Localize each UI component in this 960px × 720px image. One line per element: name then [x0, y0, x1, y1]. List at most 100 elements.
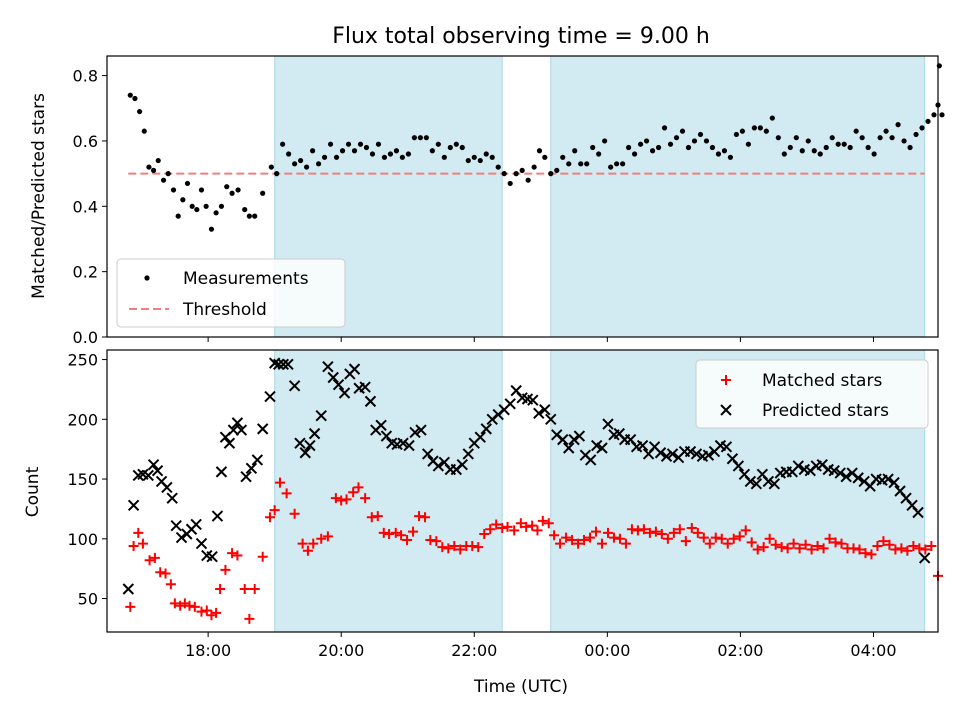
measurement-point	[160, 177, 167, 183]
matched-star-point	[866, 549, 877, 560]
measurement-point	[298, 157, 304, 164]
matched-star-point	[686, 523, 697, 534]
matched-star-point	[128, 540, 139, 551]
ratio-y-tick-label: 0.2	[73, 263, 98, 282]
ratio-shaded-interval-2	[550, 55, 926, 338]
matched-star-point	[585, 532, 596, 543]
matched-star-point	[812, 540, 823, 551]
matched-star-point	[532, 525, 543, 536]
measurement-point	[763, 128, 769, 134]
predicted-star-point	[828, 464, 840, 477]
count-y-tick-label: 100	[67, 530, 98, 549]
predicted-star-point	[882, 473, 894, 485]
predicted-star-point	[762, 475, 775, 488]
matched-star-point	[710, 532, 721, 543]
measurement-point	[715, 151, 722, 157]
measurement-point	[447, 144, 453, 151]
count-x-tick-label: 22:00	[451, 641, 497, 660]
measurement-point	[513, 171, 519, 177]
measurement-point	[170, 187, 177, 193]
measurement-point	[913, 131, 919, 138]
matched-star-point	[322, 531, 333, 542]
matched-star-point	[455, 544, 466, 555]
measurement-point	[246, 213, 252, 219]
matched-star-point	[561, 532, 572, 543]
matched-star-point	[614, 533, 625, 544]
legend-threshold-label: Threshold	[182, 300, 267, 320]
measurement-point	[841, 141, 847, 147]
predicted-star-point	[327, 371, 339, 384]
measurement-point	[235, 187, 241, 193]
matched-star-point	[239, 583, 250, 594]
predicted-star-point	[539, 404, 551, 416]
measurement-point	[835, 141, 841, 147]
legend-measurement-marker	[144, 275, 150, 281]
matched-star-point	[215, 583, 226, 594]
predicted-star-point	[190, 518, 202, 531]
matched-star-point	[125, 601, 136, 612]
measurement-point	[560, 154, 566, 160]
ratio-axes-frame	[106, 55, 939, 338]
measurement-point	[381, 154, 388, 160]
matched-star-point	[573, 538, 584, 549]
legend-matched-marker	[721, 375, 731, 385]
matched-star-point	[878, 536, 889, 547]
measurement-point	[554, 167, 560, 173]
predicted-star-point	[215, 466, 228, 478]
measurement-point	[150, 167, 157, 173]
matched-star-point	[189, 601, 200, 612]
measurement-point	[203, 203, 209, 209]
matched-star-point	[249, 583, 260, 594]
measurement-point	[165, 171, 171, 177]
predicted-star-point	[912, 506, 924, 519]
ratio-y-tick-label: 0.8	[73, 67, 98, 86]
predicted-star-point	[545, 413, 557, 426]
matched-star-point	[425, 534, 436, 545]
matched-star-point	[184, 600, 195, 611]
matched-star-point	[302, 545, 313, 556]
predicted-star-point	[504, 398, 516, 410]
matched-star-point	[257, 551, 268, 562]
matched-star-point	[449, 540, 460, 551]
matched-star-point	[473, 542, 484, 553]
measurement-point	[363, 144, 370, 151]
legend-predicted-label: Predicted stars	[762, 401, 889, 421]
matched-star-point	[692, 527, 703, 538]
measurement-point	[229, 190, 235, 196]
ratio-y-tick-label: 0.6	[73, 132, 98, 151]
ratio-data-marks	[127, 63, 945, 232]
matched-star-point	[567, 534, 578, 545]
measurement-point	[184, 180, 191, 187]
matched-star-point	[491, 519, 502, 530]
matched-star-point	[806, 544, 817, 555]
matched-star-point	[698, 532, 709, 543]
measurement-point	[411, 135, 417, 141]
matched-star-point	[330, 493, 341, 504]
matched-star-point	[830, 537, 841, 548]
measurement-point	[596, 151, 602, 157]
measurement-point	[931, 112, 937, 118]
predicted-star-point	[584, 454, 597, 466]
predicted-star-point	[480, 423, 492, 435]
predicted-star-point	[288, 380, 301, 392]
predicted-star-point	[308, 427, 321, 440]
measurement-point	[292, 161, 298, 167]
matched-star-point	[662, 533, 673, 544]
measurement-point	[919, 125, 925, 131]
count-y-tick-label: 250	[67, 351, 98, 370]
measurement-point	[667, 141, 674, 147]
measurement-point	[536, 148, 543, 154]
matched-star-point	[854, 544, 865, 555]
matched-star-point	[408, 526, 419, 537]
matched-star-point	[543, 518, 554, 529]
matched-star-point	[515, 518, 526, 529]
count-y-axis-label: Count	[23, 466, 43, 517]
matched-star-point	[800, 539, 811, 550]
matched-star-point	[656, 529, 667, 540]
measurement-point	[351, 148, 358, 154]
predicted-star-point	[462, 448, 474, 460]
matched-star-point	[133, 527, 144, 538]
matched-star-point	[848, 543, 859, 554]
matched-star-point	[402, 534, 413, 545]
measurement-point	[542, 154, 548, 160]
